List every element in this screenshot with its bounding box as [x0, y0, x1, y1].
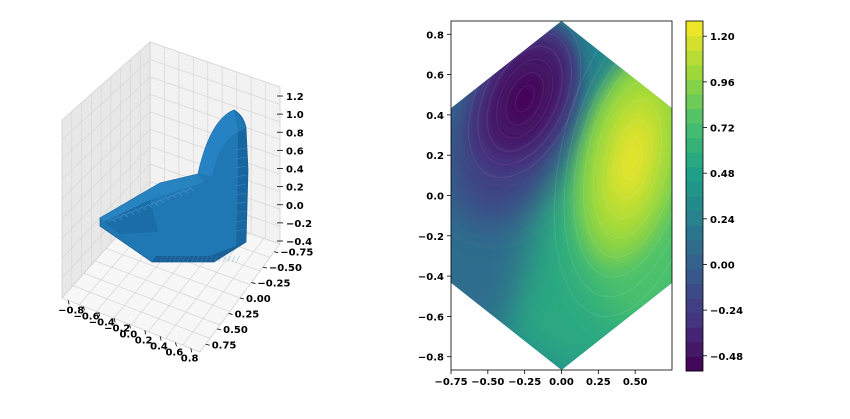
x3d-tick-label: 0.6 — [165, 347, 183, 358]
y-tick-label: −0.2 — [418, 232, 444, 243]
colorbar-tick-label: −0.48 — [710, 352, 743, 363]
x3d-tick-label: −0.6 — [73, 311, 99, 322]
x-tick-label: 0.00 — [549, 377, 574, 388]
y-tick-label: 0.4 — [426, 111, 444, 122]
y-tick-label: −0.4 — [418, 272, 444, 283]
z-tick-label: 1.0 — [286, 110, 304, 121]
x-tick-label: 0.25 — [586, 377, 611, 388]
colorbar: −0.48 −0.24 0.00 0.24 0.48 0.72 0.96 1.20 — [685, 20, 743, 372]
surface-texture — [107, 147, 247, 263]
y-tick-label: 0.0 — [426, 192, 444, 203]
y-tick-label: −0.6 — [418, 312, 444, 323]
z-tick-label: 0.0 — [286, 201, 304, 212]
x3d-tick-label: 0.8 — [181, 353, 199, 364]
colorbar-tick-label: 0.48 — [710, 169, 735, 180]
y-tick-label: −0.8 — [418, 353, 444, 364]
y-tick-label: 0.8 — [426, 30, 444, 41]
y-tick-label: 0.2 — [426, 151, 444, 162]
surface-3d-plot: 1.21.00.80.60.40.20.0−0.2−0.4 −0.75−0.50… — [58, 41, 313, 364]
y3d-tick-label: 0.25 — [235, 309, 260, 320]
x3d-tick-label: 0.2 — [135, 335, 153, 346]
y-tick-label: 0.6 — [426, 71, 444, 82]
z-tick-label: −0.2 — [286, 219, 312, 230]
contour-x-axis: −0.75 −0.50 −0.25 0.00 0.25 0.50 — [434, 370, 648, 388]
z-tick-label: −0.4 — [286, 237, 312, 248]
colorbar-tick-label: −0.24 — [710, 306, 743, 317]
z-tick-label: 1.2 — [286, 92, 304, 103]
z-tick-label: 0.2 — [286, 183, 304, 194]
x-tick-label: −0.75 — [434, 377, 467, 388]
surface — [99, 109, 249, 263]
x3d-tick-label: −0.2 — [104, 323, 130, 334]
x3d-tick-label: 0.0 — [119, 329, 137, 340]
colorbar-tick-label: 0.96 — [710, 78, 735, 89]
colorbar-tick-label: 0.72 — [710, 124, 735, 135]
colorbar-tick-label: 0.24 — [710, 215, 735, 226]
y3d-tick-label: 0.75 — [212, 340, 237, 351]
x-tick-label: −0.25 — [508, 377, 541, 388]
y-axis-3d: −0.75 −0.50 −0.25 0.00 0.25 0.50 0.75 — [205, 248, 313, 351]
x-tick-label: −0.50 — [471, 377, 504, 388]
x3d-tick-label: −0.4 — [89, 317, 115, 328]
y3d-tick-label: 0.00 — [246, 294, 271, 305]
y3d-tick-label: −0.50 — [269, 263, 302, 274]
colorbar-ticks: −0.48 −0.24 0.00 0.24 0.48 0.72 0.96 1.20 — [703, 32, 743, 363]
x3d-tick-label: 0.4 — [150, 341, 168, 352]
y3d-tick-label: 0.50 — [223, 325, 248, 336]
y3d-tick-label: −0.25 — [257, 279, 290, 290]
colorbar-tick-label: 1.20 — [710, 32, 735, 43]
x-axis-3d: −0.8−0.6−0.4−0.20.00.20.40.60.8 — [58, 300, 199, 364]
contour-field — [451, 21, 672, 370]
colorbar-bands — [686, 21, 703, 372]
x3d-tick-label: −0.8 — [58, 305, 84, 316]
z-tick-label: 0.6 — [286, 146, 304, 157]
y3d-tick-label: −0.75 — [280, 248, 313, 259]
x-tick-label: 0.50 — [623, 377, 648, 388]
contour-plot: −0.75 −0.50 −0.25 0.00 0.25 0.50 −0.8 −0.6 −0.4… — [418, 20, 673, 388]
z-tick-label: 0.8 — [286, 128, 304, 139]
z-tick-label: 0.4 — [286, 165, 304, 176]
contour-y-axis: −0.8 −0.6 −0.4 −0.2 0.0 0.2 0.4 0.6 0.8 — [418, 30, 451, 364]
colorbar-tick-label: 0.00 — [710, 260, 735, 271]
z-axis: 1.2 1.0 0.8 0.6 0.4 0.2 0.0 −0.2 −0.4 — [277, 92, 312, 248]
